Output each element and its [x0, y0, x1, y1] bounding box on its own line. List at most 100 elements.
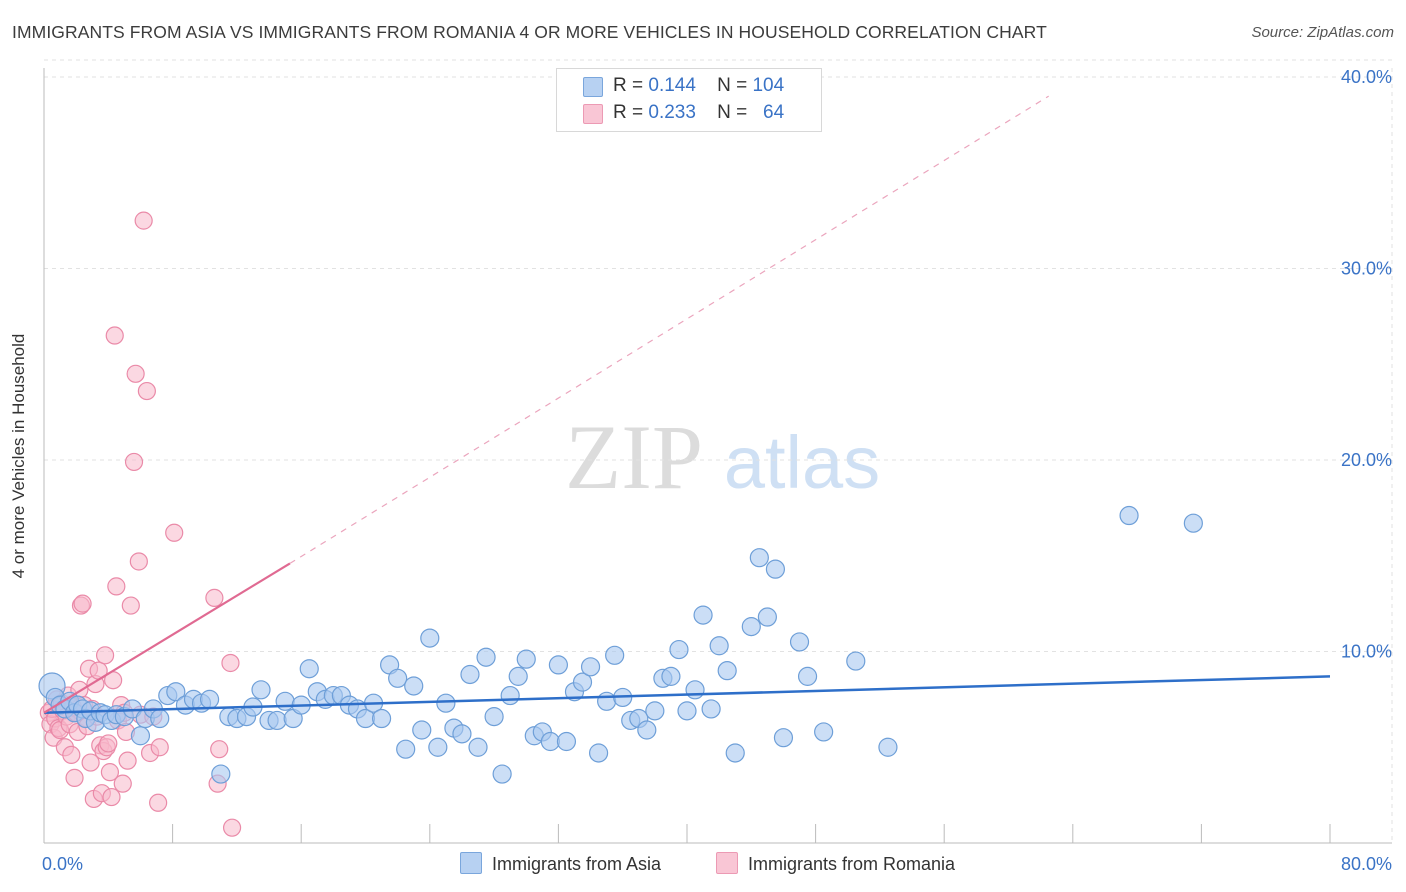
romania-n-label: N = [717, 102, 748, 123]
romania-point-60 [165, 523, 184, 542]
asia-point-91 [725, 743, 745, 763]
asia-point-93 [749, 548, 769, 568]
romania-point-65 [222, 818, 242, 837]
romania-trend-line [43, 562, 291, 714]
source-label: Source: ZipAtlas.com [1251, 24, 1394, 41]
asia-point-52 [412, 720, 432, 740]
tick-labels: 10.0% 20.0% 30.0% 40.0% 0.0% 80.0% [42, 67, 1392, 874]
asia-point-86 [685, 680, 705, 700]
asia-point-70 [556, 731, 577, 752]
romania-point-42 [107, 577, 126, 596]
asia-point-103 [1183, 513, 1203, 533]
asia-point-54 [428, 737, 448, 757]
romania-point-51 [126, 364, 145, 383]
y-tick-label-3: 40.0% [1341, 67, 1392, 87]
asia-point-55 [436, 693, 456, 713]
romania-swatch [583, 104, 603, 124]
x-tick-label-0: 0.0% [42, 854, 83, 874]
asia-series [38, 505, 1203, 784]
asia-point-87 [693, 605, 713, 625]
asia-point-83 [661, 666, 681, 686]
asia-point-88 [701, 699, 721, 719]
y-tick-label-2: 30.0% [1341, 259, 1392, 279]
asia-point-34 [267, 710, 287, 731]
romania-point-50 [124, 452, 144, 472]
asia-point-94 [757, 607, 777, 627]
asia-point-76 [605, 645, 625, 665]
romania-point-52 [129, 552, 148, 571]
asia-point-50 [396, 739, 416, 759]
asia-point-101 [878, 737, 898, 757]
asia-point-62 [492, 764, 512, 784]
romania-point-58 [149, 793, 168, 812]
asia-point-99 [814, 722, 834, 742]
romania-point-16 [65, 768, 84, 787]
asia-point-90 [717, 661, 737, 681]
asia-point-51 [404, 676, 424, 696]
chart-title: IMMIGRANTS FROM ASIA VS IMMIGRANTS FROM … [12, 22, 1047, 42]
asia-point-60 [476, 647, 496, 667]
asia-point-97 [789, 632, 810, 652]
asia-r-value: 0.144 [648, 75, 696, 96]
romania-point-26 [81, 753, 100, 772]
asia-point-27 [211, 764, 231, 784]
asia-point-80 [637, 720, 657, 740]
asia-point-85 [677, 701, 697, 721]
romania-point-41 [105, 326, 124, 345]
axes [43, 68, 1392, 844]
asia-n-label: N = [717, 75, 748, 96]
romania-point-14 [62, 745, 81, 765]
romania-legend-label: Immigrants from Romania [748, 854, 956, 874]
romania-point-35 [95, 646, 115, 665]
asia-point-84 [669, 639, 689, 660]
asia-point-57 [452, 724, 472, 744]
asia-point-69 [548, 655, 569, 675]
asia-point-35 [275, 691, 295, 711]
asia-swatch [583, 77, 603, 97]
asia-point-53 [420, 628, 440, 648]
asia-point-89 [709, 636, 729, 656]
romania-point-37 [99, 734, 118, 753]
asia-point-98 [797, 666, 818, 686]
asia-point-38 [299, 659, 319, 679]
romania-point-59 [150, 738, 169, 757]
asia-point-96 [773, 728, 794, 748]
asia-point-92 [741, 617, 761, 637]
y-tick-label-1: 20.0% [1341, 450, 1392, 470]
romania-point-49 [121, 596, 140, 615]
asia-r-label: R = [613, 75, 644, 96]
asia-point-22 [166, 682, 186, 702]
romania-n-value: 64 [763, 102, 785, 123]
romania-point-21 [73, 594, 92, 613]
asia-point-68 [540, 731, 560, 752]
romania-point-39 [102, 787, 121, 807]
asia-point-75 [597, 691, 617, 711]
asia-point-72 [572, 672, 593, 692]
asia-point-63 [500, 685, 520, 706]
romania-trend-extension [289, 95, 1050, 564]
romania-point-45 [113, 774, 132, 793]
romania-point-64 [221, 653, 240, 673]
asia-point-65 [516, 649, 536, 669]
asia-point-47 [371, 708, 392, 729]
romania-legend-swatch [716, 852, 738, 874]
asia-point-74 [588, 743, 609, 763]
romania-point-54 [134, 211, 153, 230]
asia-point-64 [508, 666, 528, 686]
asia-point-26 [199, 689, 220, 709]
asia-trend-line [43, 675, 1331, 715]
asia-n-value: 104 [752, 75, 785, 96]
x-tick-label-1: 80.0% [1341, 854, 1392, 874]
stats-legend: R = 0.144 N = 104 R = 0.233 N = 64 [556, 68, 822, 132]
asia-point-20 [150, 708, 170, 729]
romania-point-48 [118, 751, 137, 770]
watermark-zip: ZIP [565, 406, 703, 508]
asia-legend-swatch [460, 852, 482, 874]
asia-point-95 [765, 559, 786, 579]
asia-point-17 [130, 726, 151, 746]
romania-r-label: R = [613, 102, 644, 123]
watermark-atlas: atlas [724, 421, 880, 504]
romania-r-value: 0.233 [648, 102, 696, 123]
asia-legend-label: Immigrants from Asia [492, 854, 662, 874]
